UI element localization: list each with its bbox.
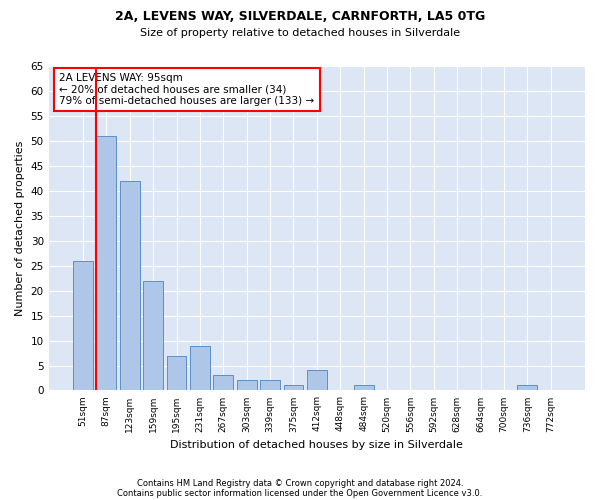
Y-axis label: Number of detached properties: Number of detached properties (15, 141, 25, 316)
Text: Contains public sector information licensed under the Open Government Licence v3: Contains public sector information licen… (118, 488, 482, 498)
Text: 2A, LEVENS WAY, SILVERDALE, CARNFORTH, LA5 0TG: 2A, LEVENS WAY, SILVERDALE, CARNFORTH, L… (115, 10, 485, 23)
Bar (190, 346, 210, 391)
Bar (284, 386, 304, 390)
Bar (97, 136, 116, 390)
Text: Size of property relative to detached houses in Silverdale: Size of property relative to detached ho… (140, 28, 460, 38)
Bar (143, 281, 163, 390)
Text: Contains HM Land Registry data © Crown copyright and database right 2024.: Contains HM Land Registry data © Crown c… (137, 478, 463, 488)
X-axis label: Distribution of detached houses by size in Silverdale: Distribution of detached houses by size … (170, 440, 463, 450)
Bar (517, 386, 537, 390)
Bar (260, 380, 280, 390)
Bar (167, 356, 187, 390)
Bar (73, 261, 93, 390)
Bar (353, 386, 374, 390)
Bar (120, 181, 140, 390)
Bar (307, 370, 327, 390)
Bar (214, 376, 233, 390)
Bar (237, 380, 257, 390)
Text: 2A LEVENS WAY: 95sqm
← 20% of detached houses are smaller (34)
79% of semi-detac: 2A LEVENS WAY: 95sqm ← 20% of detached h… (59, 73, 314, 106)
